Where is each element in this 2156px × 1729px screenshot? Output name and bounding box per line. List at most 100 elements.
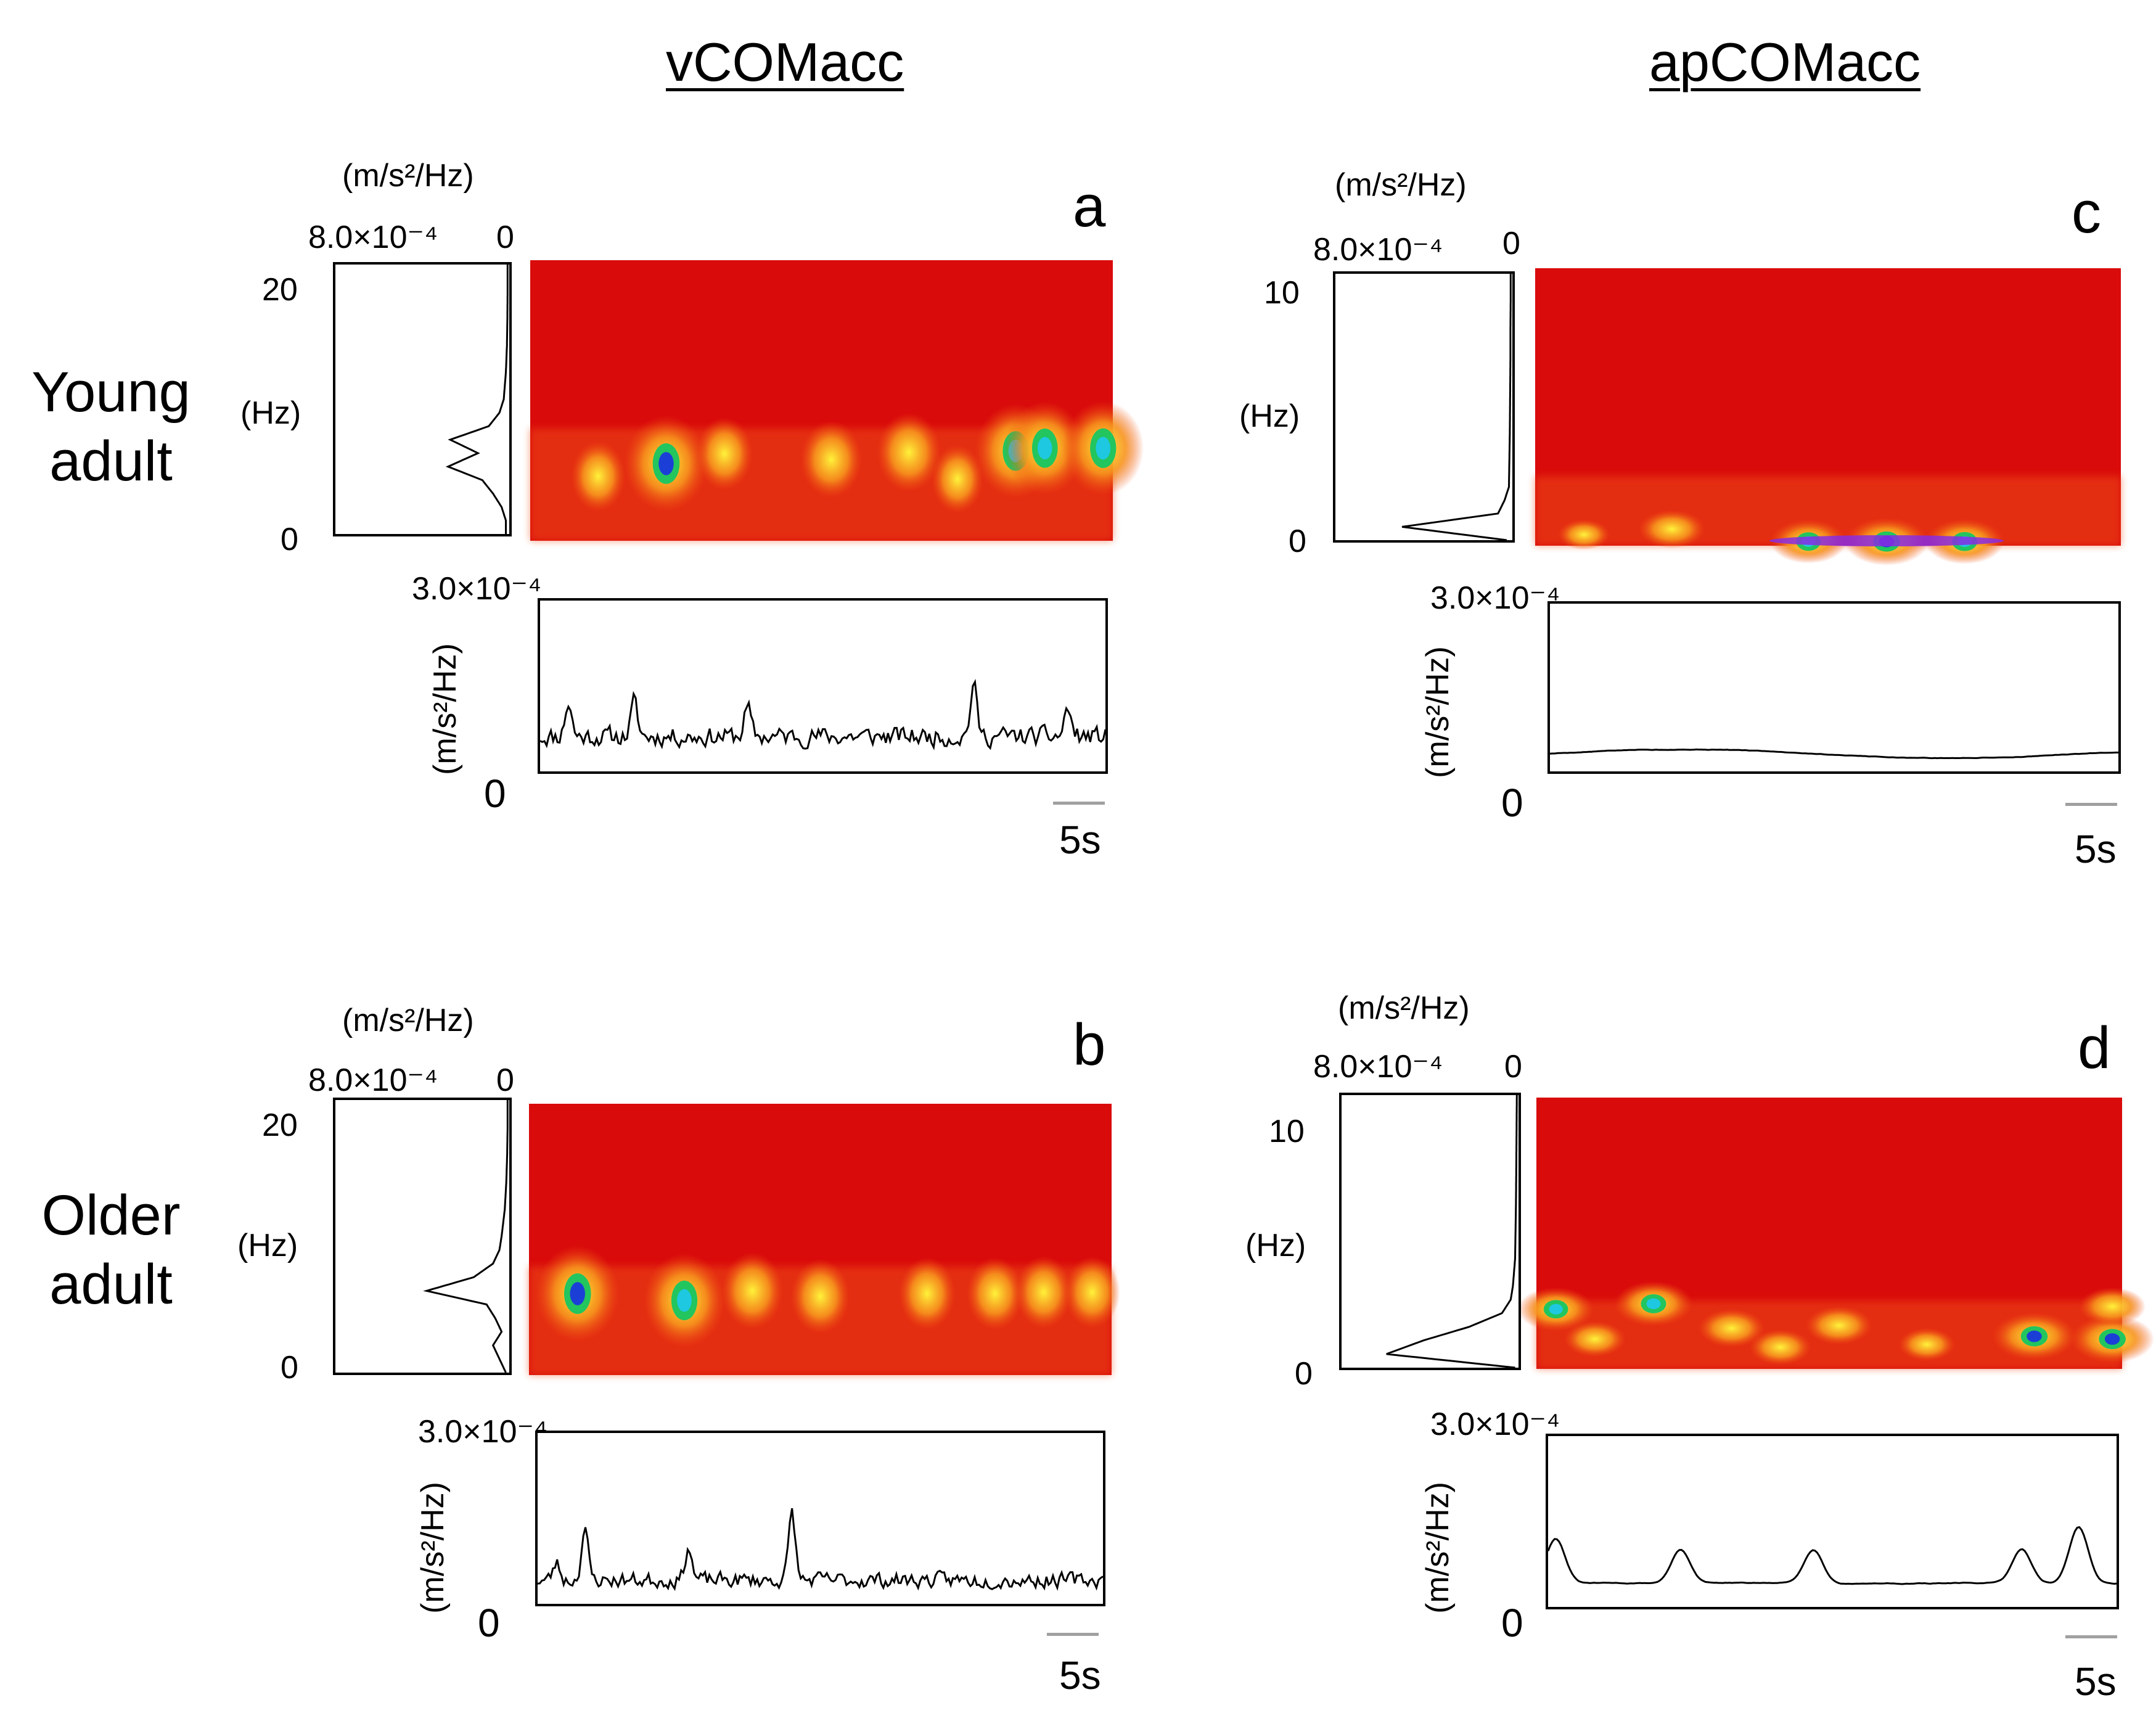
freq-zero-label-b: 0 (281, 1350, 298, 1386)
timeseries-plot-c (1549, 748, 2118, 760)
psd-max-label-d: 8.0×10⁻⁴ (1313, 1049, 1443, 1085)
psd-frame-b (333, 1098, 512, 1375)
freq-unit-label-b: (Hz) (237, 1228, 298, 1263)
psd-line-d (1386, 1095, 1518, 1369)
scale-label-c: 5s (2075, 827, 2117, 871)
spectrogram-blob-d-3 (1805, 1306, 1872, 1345)
spectrogram-blob-b-7 (1064, 1256, 1120, 1329)
row-label-older-line1: Older (41, 1184, 181, 1247)
row-label-older-adult: Older adult (0, 1181, 222, 1319)
ts-unit-label-b: (m/s²/Hz) (414, 1482, 451, 1614)
psd-unit-label-b: (m/s²/Hz) (342, 1003, 474, 1038)
ts-frame-b (535, 1431, 1105, 1606)
spectrogram-blob-d-2 (1698, 1308, 1765, 1348)
timeseries-plot-d (1547, 1526, 2117, 1585)
ts-zero-label-c: 0 (1501, 781, 1523, 825)
freq-max-label-c: 10 (1264, 275, 1300, 311)
scale-bar-d (2065, 1635, 2117, 1638)
psd-zero-label-c: 0 (1502, 226, 1520, 261)
timeseries-line-c (1549, 748, 2118, 760)
ts-frame-c (1547, 601, 2121, 774)
ts-unit-label-d: (m/s²/Hz) (1419, 1482, 1456, 1614)
psd-frame-c (1333, 271, 1515, 543)
ts-max-label-b: 3.0×10⁻⁴ (418, 1414, 548, 1450)
column-title-vcomacc: vCOMacc (666, 31, 904, 92)
psd-zero-label-a: 0 (496, 220, 514, 255)
psd-max-label-c: 8.0×10⁻⁴ (1313, 232, 1443, 268)
freq-unit-label-a: (Hz) (240, 395, 301, 431)
ts-zero-label-a: 0 (484, 771, 506, 816)
psd-plot-c (1401, 274, 1512, 541)
spectrogram-blob-a-7 (571, 441, 626, 512)
ts-max-label-c: 3.0×10⁻⁴ (1430, 580, 1560, 616)
spectrogram-blob-d-1 (1614, 1281, 1693, 1327)
freq-unit-label-c: (Hz) (1239, 398, 1300, 434)
row-label-older-line2: adult (49, 1253, 173, 1316)
psd-max-label-a: 8.0×10⁻⁴ (308, 220, 438, 255)
spectrogram-blob-d-5 (2070, 1315, 2155, 1363)
spectrogram-a (530, 260, 1144, 541)
ts-frame-a (538, 598, 1108, 774)
row-label-young-line2: adult (49, 430, 173, 493)
panel-letter-c: c (2072, 179, 2101, 245)
freq-zero-label-c: 0 (1289, 524, 1306, 559)
spectrogram-blob-c-0 (1638, 509, 1705, 549)
psd-unit-label-c: (m/s²/Hz) (1335, 167, 1467, 203)
psd-frame-a (333, 262, 512, 536)
spectrogram-blob-a-6 (1062, 401, 1144, 496)
spectrogram-blob-d-0 (1517, 1287, 1594, 1331)
scale-bar-c (2065, 803, 2117, 806)
spectrogram-blob-b-1 (644, 1253, 725, 1348)
spectrogram-blob-d-4 (1992, 1312, 2076, 1361)
freq-zero-label-a: 0 (281, 522, 298, 557)
psd-zero-label-d: 0 (1504, 1049, 1522, 1085)
psd-plot-a (445, 265, 509, 534)
scale-label-a: 5s (1059, 818, 1101, 862)
ts-unit-label-a: (m/s²/Hz) (427, 643, 463, 775)
column-title-apcomacc: apCOMacc (1649, 31, 1921, 92)
psd-plot-b (423, 1100, 509, 1373)
spectrogram-blob-d-9 (1898, 1328, 1956, 1361)
freq-unit-label-d: (Hz) (1245, 1228, 1306, 1263)
panel-letter-d: d (2078, 1015, 2111, 1081)
spectrogram-c (1535, 268, 2121, 566)
spectrogram-d (1517, 1098, 2155, 1369)
scale-bar-a (1053, 802, 1105, 805)
timeseries-line-b (537, 1508, 1104, 1591)
spectrogram-blob-b-2 (721, 1252, 784, 1330)
psd-line-b (423, 1100, 509, 1373)
spectrogram-blob-a-3 (877, 413, 941, 492)
spectrogram-blob-d-8 (1749, 1329, 1811, 1365)
freq-zero-label-d: 0 (1295, 1356, 1313, 1392)
ts-unit-label-c: (m/s²/Hz) (1419, 646, 1456, 778)
psd-line-c (1401, 274, 1512, 541)
timeseries-line-a (539, 679, 1107, 750)
psd-plot-d (1386, 1095, 1518, 1369)
freq-max-label-b: 20 (262, 1107, 298, 1143)
ts-max-label-d: 3.0×10⁻⁴ (1430, 1407, 1560, 1442)
scale-label-b: 5s (1059, 1653, 1101, 1698)
spectrogram-blob-b-0 (535, 1245, 620, 1342)
panel-letter-b: b (1073, 1012, 1106, 1078)
psd-zero-label-b: 0 (496, 1062, 514, 1098)
row-label-young-line1: Young (31, 361, 191, 424)
spectrogram-blob-a-1 (696, 417, 753, 490)
spectrogram-streak-c (1769, 535, 2004, 546)
ts-max-label-a: 3.0×10⁻⁴ (412, 571, 542, 607)
freq-max-label-a: 20 (262, 272, 298, 308)
spectrogram-blob-d-6 (2079, 1287, 2146, 1326)
ts-zero-label-b: 0 (478, 1601, 500, 1645)
timeseries-line-d (1547, 1526, 2117, 1585)
spectrogram-blob-b-3 (790, 1259, 850, 1334)
psd-unit-label-d: (m/s²/Hz) (1338, 990, 1470, 1026)
spectrogram-blob-a-8 (932, 445, 983, 514)
spectrogram-blob-a-0 (624, 415, 708, 512)
spectrogram-blob-d-7 (1564, 1321, 1626, 1357)
row-label-young-adult: Young adult (0, 358, 222, 496)
spectrogram-blob-b-4 (898, 1257, 956, 1330)
panel-letter-a: a (1073, 173, 1106, 239)
psd-unit-label-a: (m/s²/Hz) (342, 158, 474, 194)
psd-max-label-b: 8.0×10⁻⁴ (308, 1062, 438, 1098)
timeseries-plot-a (539, 679, 1107, 750)
